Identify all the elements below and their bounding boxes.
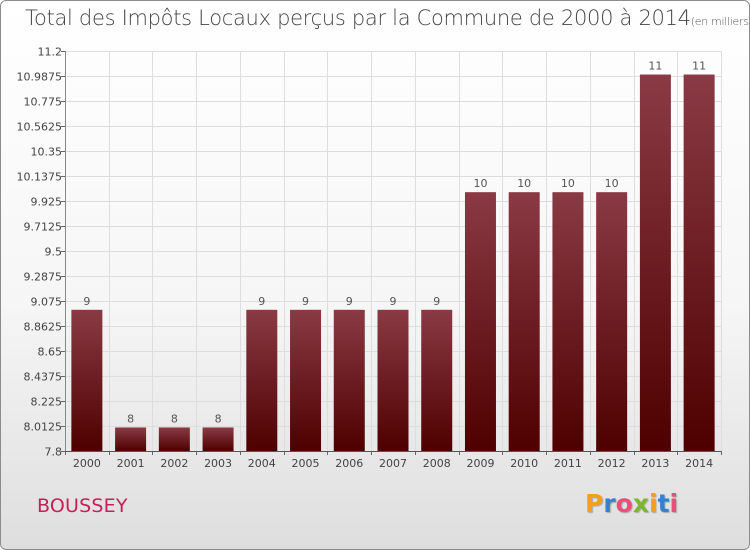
bars (71, 74, 715, 452)
y-tick-label: 8.4375 (24, 371, 63, 384)
x-tick-label: 2010 (510, 457, 538, 470)
logo-letter: P (585, 489, 604, 518)
x-tick-label: 2001 (117, 457, 145, 470)
axes (61, 51, 722, 455)
x-tick-label: 2013 (641, 457, 669, 470)
bar-2008 (421, 309, 453, 451)
y-tick-label: 11.2 (38, 46, 63, 59)
y-tick-label: 9.5 (45, 246, 63, 259)
data-label: 9 (258, 295, 265, 308)
bar-2007 (377, 309, 409, 451)
data-label: 8 (127, 412, 134, 425)
y-tick-label: 10.5625 (17, 121, 63, 134)
bar-2005 (290, 309, 322, 451)
logo-letter: i (649, 489, 658, 518)
data-label: 10 (473, 177, 487, 190)
data-label: 9 (390, 295, 397, 308)
chart-title-unit: (en milliers d'€) (690, 15, 749, 28)
data-label: 10 (561, 177, 575, 190)
y-tick-label: 8.0125 (24, 421, 63, 434)
logo-letter: o (615, 489, 633, 518)
y-tick-label: 8.65 (38, 346, 63, 359)
y-tick-label: 8.225 (31, 396, 63, 409)
y-tick-label: 7.8 (45, 446, 63, 459)
data-label: 8 (171, 412, 178, 425)
data-label: 11 (692, 60, 706, 73)
data-label: 9 (83, 295, 90, 308)
x-tick-label: 2000 (73, 457, 101, 470)
y-tick-label: 8.8625 (24, 321, 63, 334)
data-label: 9 (346, 295, 353, 308)
bar-2003 (202, 427, 234, 451)
logo-letter: r (603, 489, 616, 518)
bar-2009 (464, 192, 496, 452)
bar-2002 (158, 427, 190, 451)
x-tick-label: 2008 (423, 457, 451, 470)
y-tick-label: 9.075 (31, 296, 63, 309)
x-tick-label: 2014 (685, 457, 713, 470)
y-tick-label: 10.35 (31, 146, 63, 159)
bar-2001 (115, 427, 147, 451)
x-tick-label: 2009 (466, 457, 494, 470)
x-tick-label: 2005 (292, 457, 320, 470)
bar-2006 (333, 309, 365, 451)
bar-2000 (71, 309, 103, 451)
x-tick-label: 2011 (554, 457, 582, 470)
data-label: 8 (215, 412, 222, 425)
proxiti-logo: Proxiti (585, 489, 678, 518)
x-tick-label: 2006 (335, 457, 363, 470)
data-label: 10 (605, 177, 619, 190)
bar-2012 (596, 192, 628, 452)
x-tick-label: 2002 (160, 457, 188, 470)
logo-letter: i (669, 489, 679, 518)
data-label: 10 (517, 177, 531, 190)
commune-name: BOUSSEY (37, 495, 128, 517)
x-tick-label: 2004 (248, 457, 276, 470)
bar-2004 (246, 309, 278, 451)
y-tick-label: 10.9875 (17, 71, 63, 84)
bar-2013 (639, 74, 671, 451)
data-label: 11 (648, 60, 662, 73)
logo-letter: x (632, 489, 649, 518)
x-tick-label: 2007 (379, 457, 407, 470)
y-tick-label: 9.2875 (24, 271, 63, 284)
chart-title-text: Total des Impôts Locaux perçus par la Co… (25, 6, 691, 30)
data-label: 9 (302, 295, 309, 308)
logo-letter: t (657, 489, 670, 518)
y-tick-label: 10.1375 (17, 171, 63, 184)
y-tick-label: 9.925 (31, 196, 63, 209)
bar-2010 (508, 192, 540, 452)
x-tick-label: 2003 (204, 457, 232, 470)
chart-title: Total des Impôts Locaux perçus par la Co… (25, 6, 749, 30)
y-tick-label: 10.775 (24, 96, 63, 109)
labels: 7.8 8.0125 8.225 8.4375 8.65 8.8625 9.075 9.287… (17, 46, 714, 471)
data-label: 9 (433, 295, 440, 308)
x-tick-label: 2012 (598, 457, 626, 470)
y-tick-label: 9.7125 (24, 221, 63, 234)
bar-2011 (552, 192, 584, 452)
bar-2014 (683, 74, 715, 451)
